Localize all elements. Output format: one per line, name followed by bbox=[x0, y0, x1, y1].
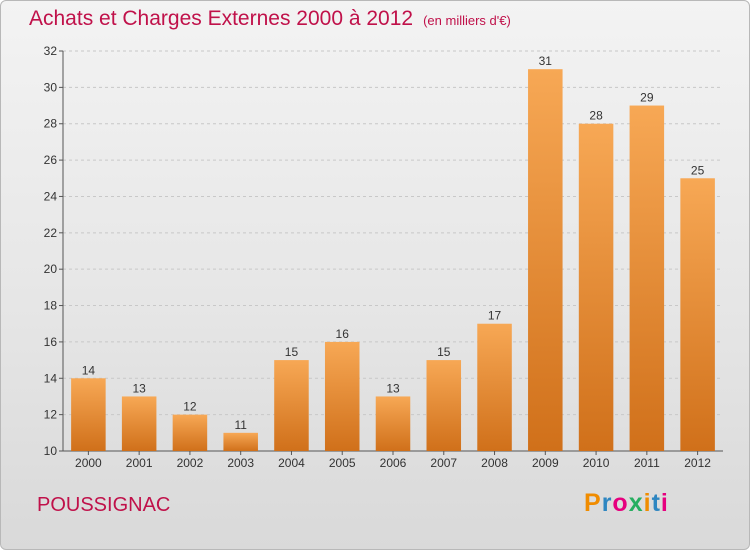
logo-letter: i bbox=[643, 489, 652, 517]
logo-letter: t bbox=[651, 489, 661, 517]
y-tick-label: 24 bbox=[44, 189, 58, 203]
x-tick-label: 2000 bbox=[75, 456, 102, 470]
logo-letter: i bbox=[660, 489, 669, 517]
x-tick-label: 2010 bbox=[583, 456, 610, 470]
data-label: 14 bbox=[82, 363, 96, 377]
bar bbox=[680, 178, 715, 452]
bar bbox=[629, 105, 665, 451]
x-tick-label: 2009 bbox=[532, 456, 559, 470]
x-tick-label: 2012 bbox=[684, 456, 711, 470]
x-tick-label: 2007 bbox=[430, 456, 457, 470]
bar bbox=[528, 69, 563, 451]
x-tick-label: 2011 bbox=[634, 456, 660, 470]
logo-letter: r bbox=[601, 489, 613, 517]
city-name: POUSSIGNAC bbox=[37, 494, 171, 516]
x-tick-label: 2003 bbox=[227, 456, 254, 470]
data-label: 11 bbox=[234, 418, 247, 432]
x-tick-label: 2001 bbox=[126, 456, 153, 470]
x-tick-label: 2006 bbox=[380, 456, 407, 470]
data-label: 13 bbox=[386, 381, 400, 395]
bar bbox=[71, 378, 106, 451]
data-label: 16 bbox=[336, 327, 350, 341]
x-tick-label: 2004 bbox=[278, 456, 305, 470]
y-tick-label: 14 bbox=[44, 371, 58, 385]
bar bbox=[223, 432, 258, 451]
y-tick-label: 28 bbox=[44, 117, 58, 131]
y-tick-label: 12 bbox=[44, 408, 58, 422]
bar bbox=[426, 360, 462, 451]
logo-letter: o bbox=[612, 489, 629, 517]
bar bbox=[121, 396, 157, 451]
bar bbox=[477, 323, 512, 451]
data-label: 31 bbox=[539, 54, 553, 68]
data-label: 17 bbox=[488, 309, 502, 323]
x-tick-label: 2002 bbox=[177, 456, 204, 470]
data-labels: 14 13 12 11 15 16 13 15 17 31 28 29 25 bbox=[82, 54, 705, 432]
y-tick-label: 18 bbox=[44, 299, 58, 313]
data-label: 29 bbox=[640, 91, 654, 105]
x-tick-label: 2008 bbox=[481, 456, 508, 470]
x-tick-label: 2005 bbox=[329, 456, 356, 470]
bar bbox=[324, 341, 360, 451]
logo-letter: x bbox=[628, 489, 644, 517]
data-label: 13 bbox=[132, 381, 146, 395]
y-tick-label: 20 bbox=[44, 262, 58, 276]
bar bbox=[375, 396, 411, 451]
data-label: 15 bbox=[437, 345, 451, 359]
chart-subtitle: (en milliers d'€) bbox=[423, 13, 511, 28]
y-tick-label: 32 bbox=[44, 44, 58, 58]
bar bbox=[578, 123, 614, 452]
data-label: 12 bbox=[183, 400, 197, 414]
data-label: 15 bbox=[285, 345, 299, 359]
bar bbox=[172, 414, 208, 451]
chart-title: Achats et Charges Externes 2000 à 2012 (e… bbox=[29, 7, 511, 30]
grid-lines bbox=[63, 50, 723, 416]
y-tick-label: 26 bbox=[44, 153, 58, 167]
data-label: 25 bbox=[691, 163, 705, 177]
logo-letter: P bbox=[584, 489, 602, 517]
axes: 10 12 14 16 18 20 22 24 26 28 30 32 2000 2001 2002 2003… bbox=[44, 44, 723, 470]
y-tick-label: 22 bbox=[44, 226, 58, 240]
proxiti-logo[interactable]: Proxiti bbox=[584, 489, 669, 518]
data-label: 28 bbox=[589, 109, 603, 123]
bar bbox=[274, 360, 309, 451]
y-tick-label: 10 bbox=[44, 444, 58, 458]
y-tick-label: 16 bbox=[44, 335, 58, 349]
bars bbox=[71, 69, 715, 452]
y-tick-label: 30 bbox=[44, 80, 58, 94]
